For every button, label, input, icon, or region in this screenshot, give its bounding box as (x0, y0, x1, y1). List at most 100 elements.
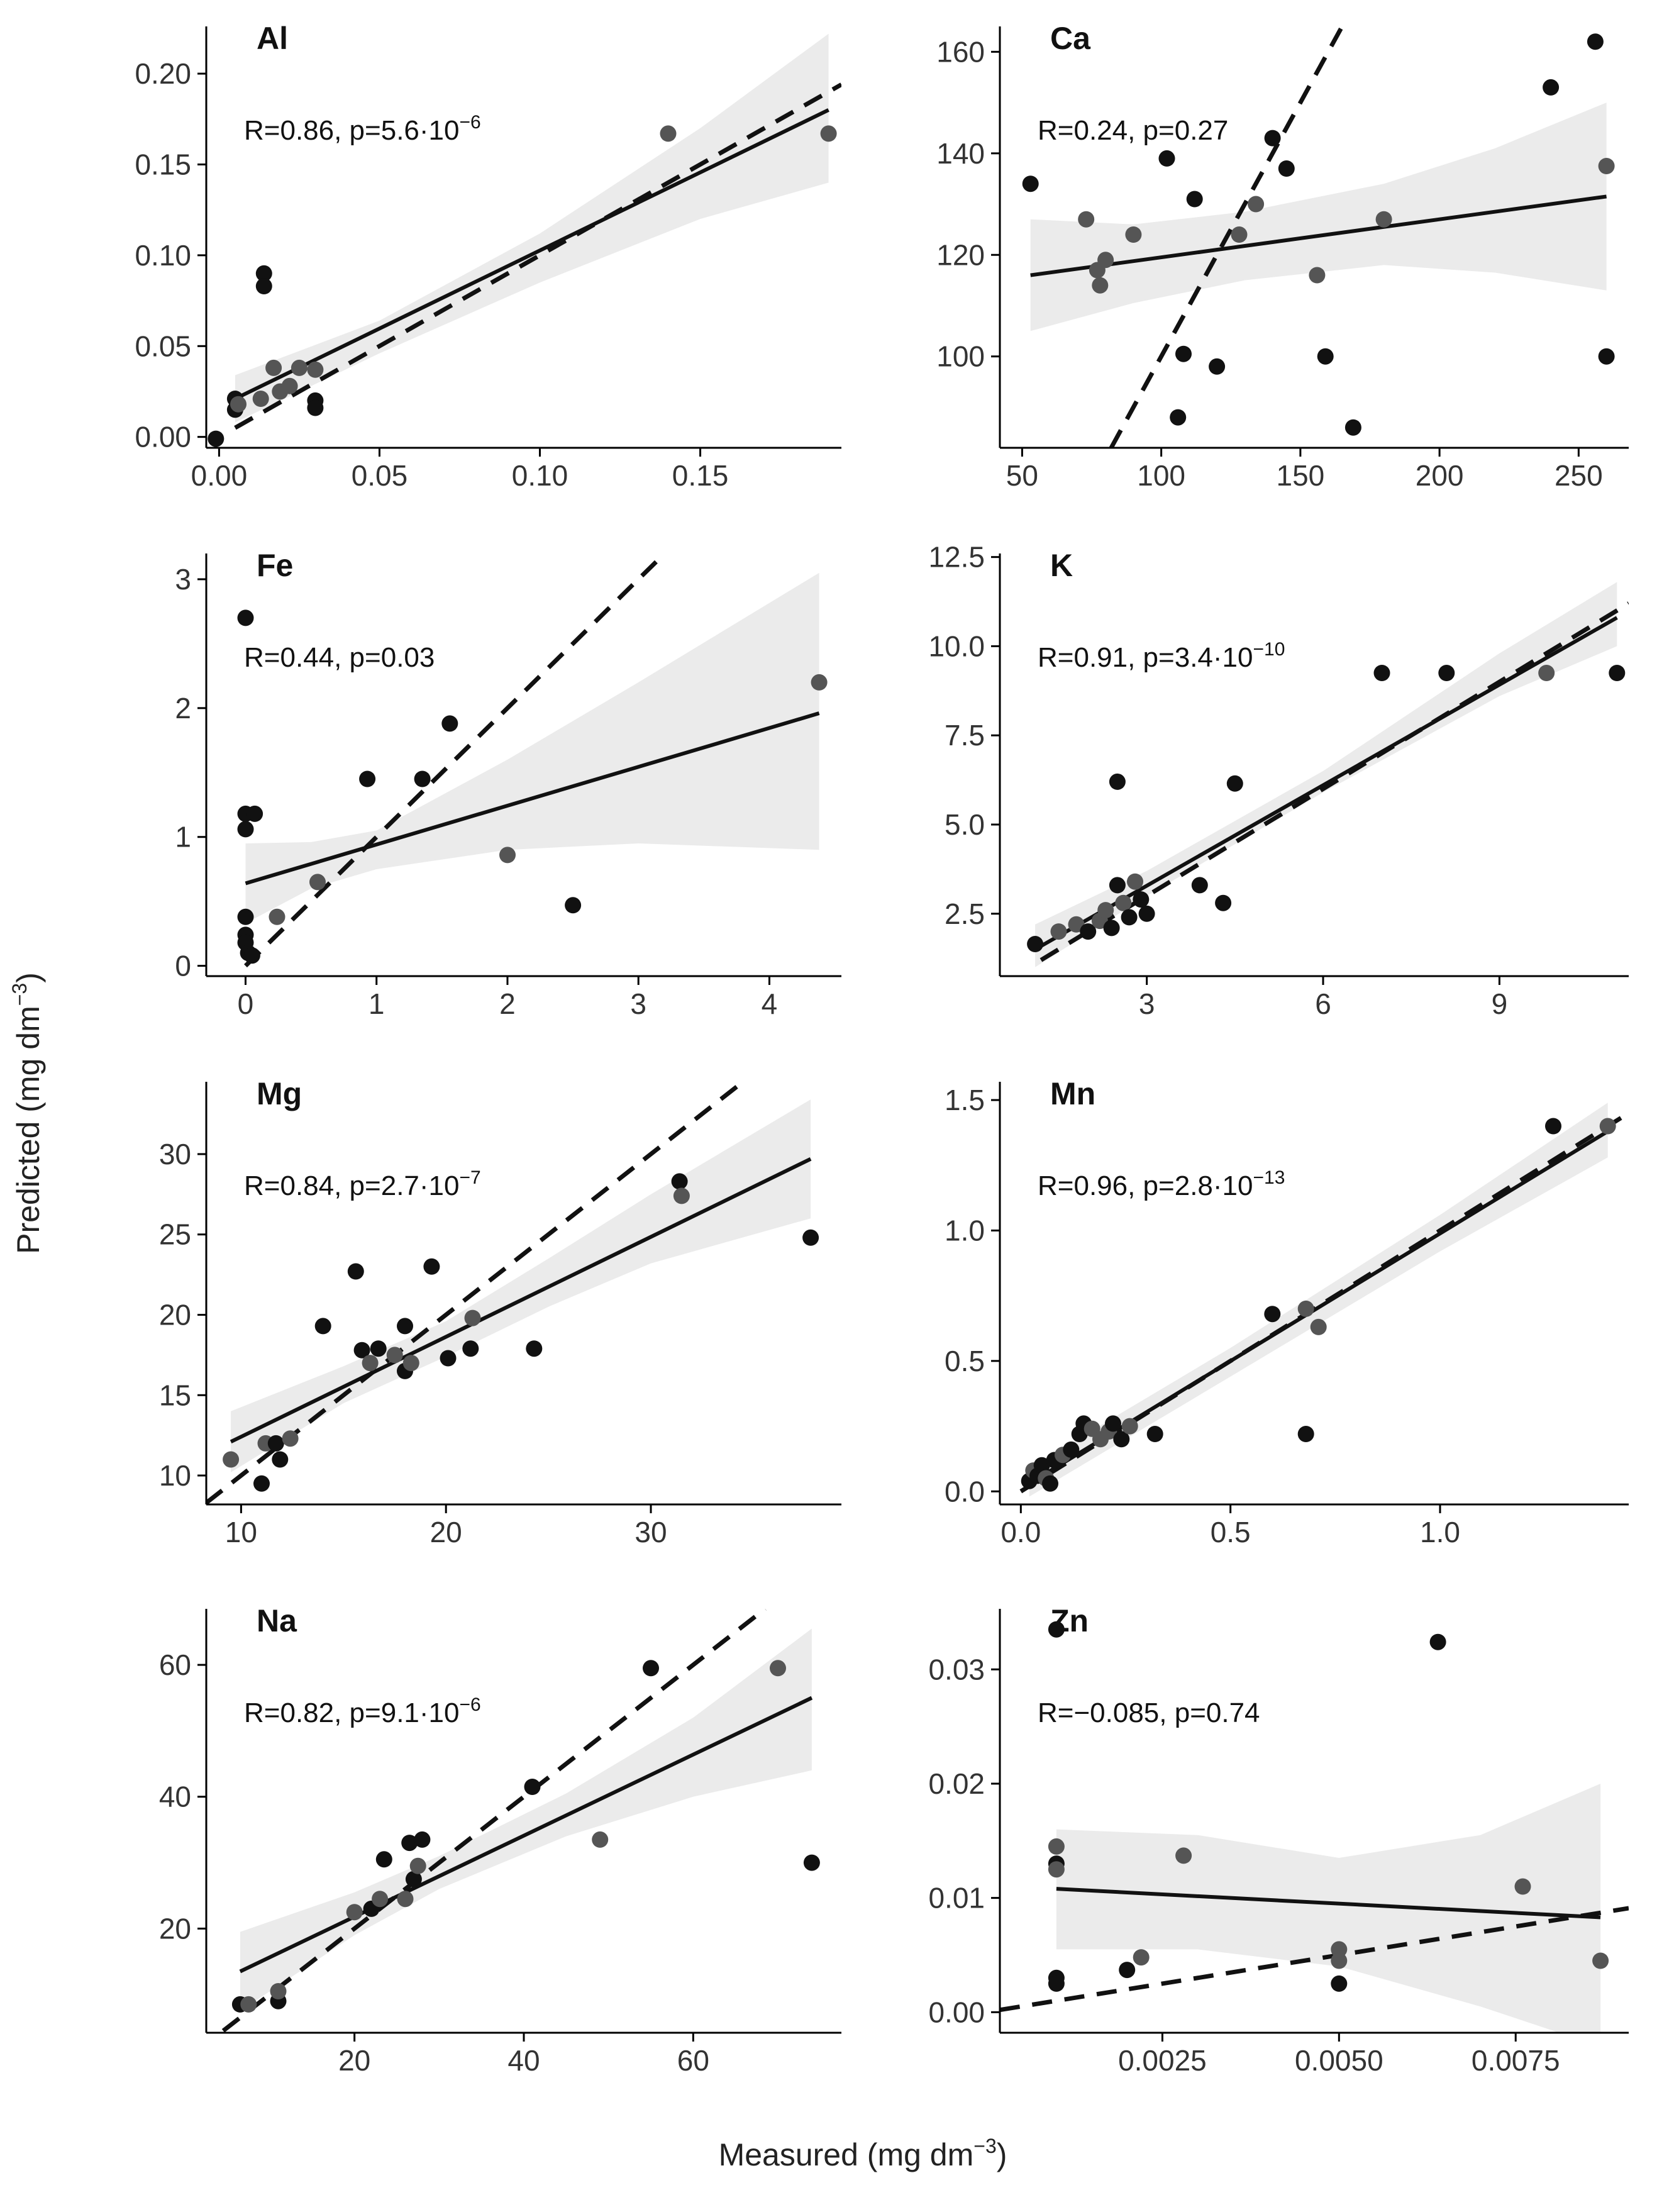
panel-fe: 0 1 2 3 4 0 1 2 3 Fe R=0.44, p=0.03 (175, 548, 841, 1020)
panel-zn-confidence-band (1056, 1784, 1601, 2033)
panel-ca-confidence-band (1030, 103, 1607, 331)
panel-mg-point-10 (370, 1340, 387, 1357)
panel-ca-point-10 (1209, 358, 1226, 375)
panel-ca-stat-text: R=0.24, p=0.27 (1038, 115, 1228, 146)
panel-mn-y-tick-label-0: 0.0 (945, 1475, 985, 1508)
panel-na-stat: R=0.82, p=9.1·10−6 (244, 1694, 481, 1728)
panel-ca-x-tick-label-0: 50 (1006, 459, 1038, 492)
panel-fe-point-13 (441, 715, 458, 732)
panel-k-point-1 (1050, 923, 1067, 940)
panel-na-x-tick-label-1: 40 (507, 2044, 540, 2077)
y-axis-title-text: Predicted (mg dm (11, 1006, 46, 1254)
panel-fe-point-4 (237, 908, 254, 925)
panel-na-stat-exponent: −6 (459, 1694, 480, 1715)
panel-al-x-tick-label-0: 0.00 (191, 459, 248, 492)
panel-mn-stat-exponent: −13 (1253, 1167, 1285, 1188)
panel-fe-y-tick-label-1: 1 (175, 821, 191, 853)
panel-na-y-tick-label-2: 60 (159, 1648, 191, 1681)
panel-al-regression-line (234, 108, 829, 401)
panel-al-point-9 (281, 377, 298, 394)
panel-ca-point-8 (1175, 345, 1192, 362)
panel-k-point-14 (1191, 877, 1208, 894)
panel-k-point-9 (1115, 894, 1132, 911)
panel-ca-identity-line (1109, 26, 1344, 448)
panel-zn-x-tick-label-1: 0.0050 (1295, 2044, 1383, 2077)
panel-mg-point-12 (397, 1318, 413, 1335)
panel-ca-point-12 (1248, 196, 1265, 213)
x-axis-title-sup: −3 (973, 2135, 996, 2157)
panel-ca-point-5 (1125, 226, 1142, 243)
x-axis-title-close: ) (997, 2137, 1007, 2172)
panel-al-y-tick-label-1: 0.05 (135, 330, 191, 362)
panel-fe-y-tick-label-0: 0 (175, 950, 191, 982)
panel-na-point-7 (375, 1851, 392, 1868)
panel-ca-point-16 (1317, 348, 1334, 365)
panel-zn-x-tick-label-0: 0.0025 (1118, 2044, 1207, 2077)
panel-mn-point-21 (1310, 1318, 1327, 1335)
panel-zn-point-9 (1331, 1941, 1348, 1958)
y-axis-title-sup: −3 (8, 983, 31, 1006)
panel-al-x-tick-label-3: 0.15 (672, 459, 729, 492)
panel-mg-point-19 (526, 1340, 543, 1357)
panel-k-point-13 (1138, 905, 1155, 922)
panel-mg-plot-area (206, 1082, 819, 1504)
panel-ca-stat: R=0.24, p=0.27 (1038, 115, 1228, 146)
panel-mg-point-21 (673, 1187, 690, 1204)
panel-k-point-19 (1538, 665, 1555, 681)
panel-mn-identity-line (1019, 1111, 1629, 1494)
panel-mg-confidence-band (231, 1099, 811, 1472)
panel-mn-point-17 (1146, 1426, 1163, 1442)
panel-fe-y-tick-label-2: 2 (175, 692, 191, 725)
panel-k-plot-area (1027, 582, 1629, 967)
panel-al: 0.00 0.05 0.10 0.15 0.00 0.05 0.10 0.15 0.20 Al R=… (135, 21, 841, 492)
panel-k-point-15 (1215, 894, 1232, 911)
panel-fe-y-tick-label-3: 3 (175, 563, 191, 596)
panel-k-y-tick-label-0: 2.5 (945, 898, 985, 930)
panel-fe-x-tick-label-3: 3 (630, 987, 646, 1020)
panel-ca-plot-area (1022, 26, 1615, 448)
panel-fe-plot-area (237, 553, 828, 968)
panel-al-identity-line (234, 82, 841, 430)
panel-ca-point-19 (1543, 79, 1560, 96)
panel-mn-point-8 (1063, 1441, 1080, 1458)
panel-k-y-tick-label-2: 7.5 (945, 719, 985, 752)
panel-al-point-12 (307, 399, 324, 416)
panel-mn-stat-text: R=0.96, p=2.8·10 (1038, 1170, 1253, 1201)
panel-zn-x-tick-label-2: 0.0075 (1472, 2044, 1560, 2077)
panel-zn-point-5 (1048, 1975, 1065, 1992)
panel-ca-x-tick-label-1: 100 (1137, 459, 1185, 492)
panel-mg-point-5 (282, 1430, 299, 1447)
panel-fe-point-3 (247, 805, 263, 822)
panel-mg-stat-exponent: −7 (459, 1167, 480, 1188)
panel-al-stat-exponent: −6 (459, 112, 480, 133)
panel-al-x-tick-label-1: 0.05 (352, 459, 408, 492)
panel-mg-point-22 (802, 1229, 819, 1246)
panel-k-point-12 (1133, 891, 1150, 908)
panel-k-x-tick-label-2: 9 (1492, 987, 1508, 1020)
panel-na-y-tick-label-1: 40 (159, 1781, 191, 1813)
panel-mg-stat-text: R=0.84, p=2.7·10 (244, 1170, 459, 1201)
panel-ca-point-17 (1344, 419, 1361, 436)
panel-mn-point-20 (1297, 1426, 1314, 1442)
panel-ca-y-tick-label-1: 120 (936, 238, 985, 271)
panel-ca-point-22 (1598, 348, 1615, 365)
panel-mn-point-16 (1121, 1418, 1138, 1435)
panel-k-y-tick-label-3: 10.0 (928, 630, 985, 662)
panel-al-point-15 (820, 125, 837, 142)
panel-mn-x-tick-label-2: 1.0 (1420, 1516, 1460, 1548)
panel-zn-point-7 (1133, 1949, 1150, 1966)
panel-na-point-4 (346, 1904, 363, 1921)
panel-al-confidence-band (235, 33, 829, 423)
panel-fe-confidence-band (245, 572, 819, 923)
panel-na: 20 40 60 20 40 60 Na R=0.82, p=9.1·10−6 (159, 1603, 841, 2077)
panel-mn-y-tick-label-1: 0.5 (945, 1345, 985, 1377)
panel-mn-point-23 (1599, 1118, 1616, 1135)
panel-k-point-8 (1109, 773, 1126, 790)
panel-zn-regression-line (1056, 1887, 1601, 1920)
panel-k-point-10 (1121, 909, 1138, 926)
panel-na-y-tick-label-0: 20 (159, 1912, 191, 1945)
panel-mg-y-tick-label-4: 30 (159, 1138, 191, 1170)
panels: 0.00 0.05 0.10 0.150.000.050.100.150.20AlR=… (135, 21, 1629, 2077)
panel-fe-point-0 (237, 609, 254, 626)
panel-na-point-14 (592, 1831, 609, 1848)
